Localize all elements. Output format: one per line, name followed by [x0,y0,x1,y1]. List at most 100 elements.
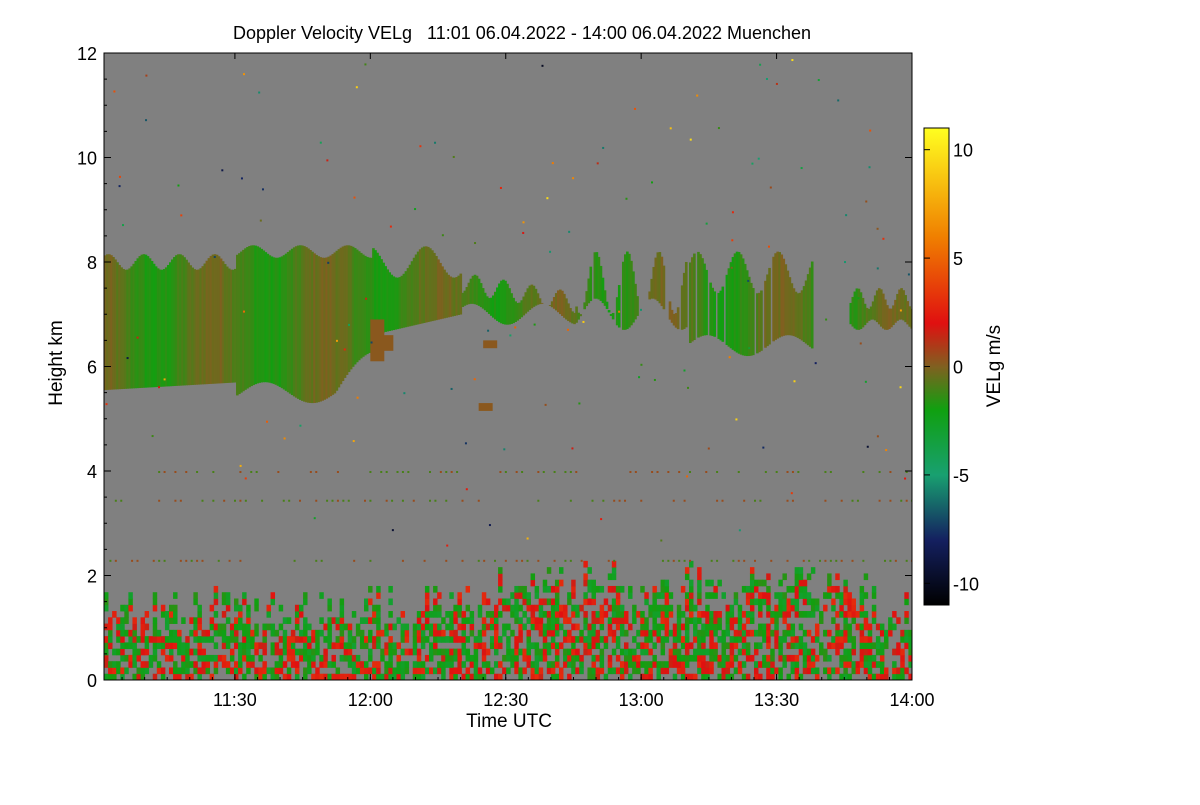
cloud-echo-column [414,254,418,325]
boundary-echo-cell [607,629,613,637]
boundary-echo-cell [729,642,735,650]
boundary-echo-cell [550,598,556,606]
boundary-echo-cell [335,623,341,631]
clutter-pixel [737,559,740,562]
boundary-echo-cell [116,648,121,656]
boundary-echo-cell [477,611,483,618]
boundary-echo-cell [169,611,174,618]
clutter-pixel [521,471,524,473]
noise-pixel [522,231,525,234]
boundary-echo-cell [632,604,637,612]
boundary-echo-cell [433,598,438,606]
cloud-echo-column [741,258,745,356]
noise-pixel [683,369,686,372]
cloud-echo-column [112,257,115,390]
boundary-echo-cell [684,673,690,680]
boundary-echo-cell [664,667,670,675]
clutter-pixel [445,559,448,562]
cloud-echo-column [447,274,450,318]
boundary-echo-cell [713,611,718,618]
cloud-echo-column [884,299,887,330]
boundary-echo-cell [827,585,832,593]
boundary-echo-cell [624,661,629,668]
clutter-pixel [201,559,204,562]
boundary-echo-cell [396,617,401,624]
boundary-echo-cell [104,654,109,662]
boundary-echo-cell [481,629,487,637]
noise-pixel [602,146,605,149]
boundary-echo-cell [173,642,178,650]
boundary-echo-cell [193,592,198,599]
clutter-pixel [629,471,632,473]
boundary-echo-cell [294,623,300,631]
boundary-echo-cell [640,661,645,668]
boundary-echo-cell [185,636,190,643]
clutter-pixel [212,499,215,502]
cloud-echo-column [408,264,412,327]
boundary-echo-cell [624,654,629,662]
boundary-echo-cell [221,636,227,643]
noise-pixel [686,475,689,478]
noise-pixel [717,127,720,130]
boundary-echo-cell [782,604,787,612]
boundary-echo-cell [611,667,617,675]
cloud-echo-column [881,293,885,329]
boundary-echo-cell [372,673,377,680]
boundary-echo-cell [477,604,483,612]
boundary-echo-cell [802,598,808,606]
boundary-echo-cell [888,623,893,631]
cloud-echo-column [451,277,454,317]
boundary-echo-cell [632,636,637,643]
boundary-echo-cell [246,654,251,662]
boundary-echo-cell [124,642,129,650]
boundary-echo-cell [136,654,141,662]
boundary-echo-cell [859,611,865,618]
clutter-pixel [315,559,318,562]
boundary-echo-cell [246,604,251,612]
boundary-echo-cell [112,661,117,668]
boundary-echo-cell [615,636,621,643]
clutter-pixel [401,499,404,502]
boundary-echo-cell [278,661,284,668]
boundary-echo-cell [697,642,702,650]
boundary-echo-cell [693,654,698,662]
clutter-pixel [461,499,464,502]
cloud-echo-column [684,261,688,328]
boundary-echo-cell [863,667,869,675]
boundary-echo-cell [884,642,889,650]
cloud-echo-column [114,259,117,390]
cloud-echo-column [382,262,385,333]
boundary-echo-cell [839,642,844,650]
boundary-echo-cell [546,648,552,656]
boundary-echo-cell [778,636,783,643]
boundary-echo-cell [221,592,227,599]
boundary-echo-cell [132,636,137,643]
boundary-echo-cell [530,611,536,618]
cloud-echo-column [902,290,905,321]
boundary-echo-cell [461,629,466,637]
boundary-echo-cell [583,573,588,581]
boundary-echo-cell [258,667,263,675]
noise-pixel [319,141,322,144]
boundary-echo-cell [859,642,865,650]
boundary-echo-cell [132,642,137,650]
cloud-echo-column [904,295,907,323]
boundary-echo-cell [498,611,503,618]
cloud-echo-column [213,254,217,384]
boundary-echo-cell [697,585,702,593]
boundary-echo-cell [538,604,544,612]
boundary-echo-cell [136,636,141,643]
boundary-echo-cell [372,604,377,612]
boundary-echo-cell [668,648,674,656]
boundary-echo-cell [449,661,454,668]
boundary-echo-cell [896,642,901,650]
boundary-echo-cell [181,654,186,662]
boundary-echo-cell [770,654,775,662]
boundary-echo-cell [794,654,800,662]
boundary-echo-cell [798,673,804,680]
boundary-echo-cell [542,648,548,656]
boundary-echo-cell [424,611,430,618]
boundary-echo-cell [713,629,718,637]
boundary-echo-cell [656,667,661,675]
noise-pixel [488,524,491,527]
